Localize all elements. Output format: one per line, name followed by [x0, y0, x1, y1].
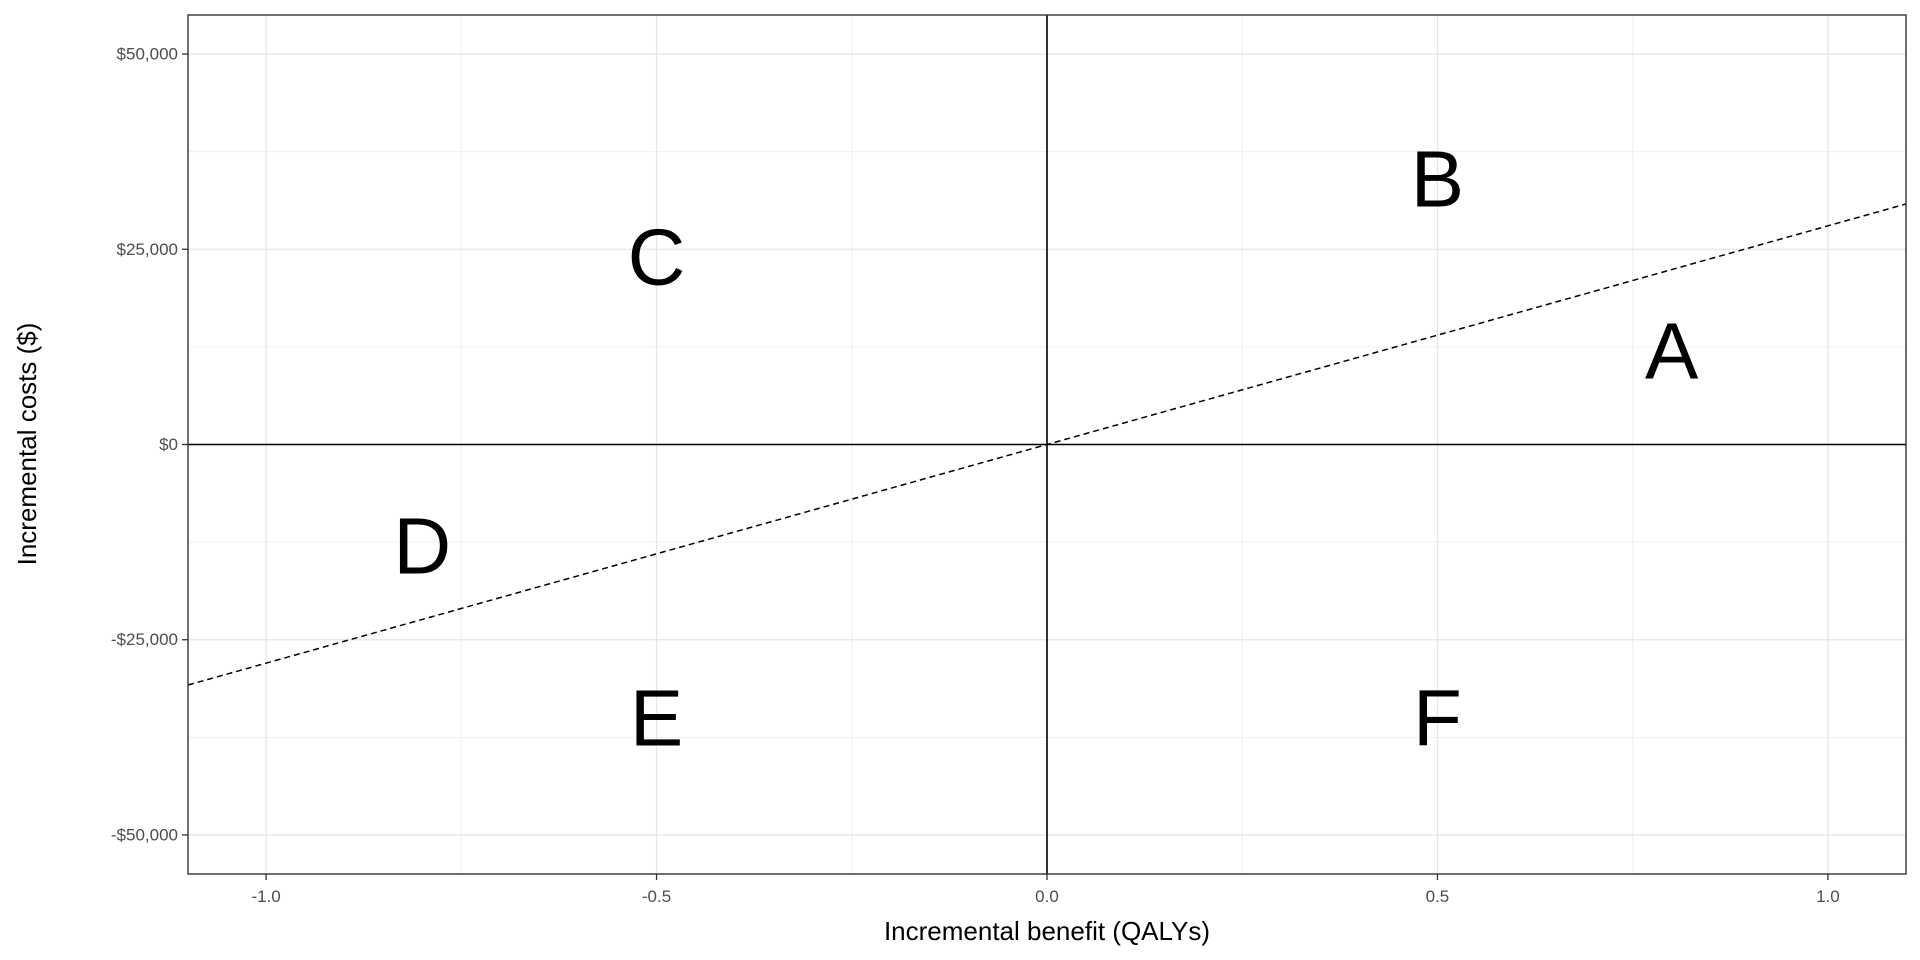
region-label-b: B [1411, 134, 1464, 223]
x-tick-label: 1.0 [1816, 887, 1840, 906]
x-tick-label: -0.5 [642, 887, 671, 906]
region-label-e: E [630, 673, 683, 762]
region-label-a: A [1645, 306, 1699, 395]
y-tick-label: $25,000 [117, 240, 178, 259]
x-tick-label: 0.0 [1035, 887, 1059, 906]
y-tick-label: $50,000 [117, 45, 178, 64]
y-tick-label: $0 [159, 435, 178, 454]
y-tick-label: -$50,000 [111, 825, 178, 844]
region-labels: A B C D E F [393, 134, 1699, 762]
y-axis-title: Incremental costs ($) [12, 323, 42, 566]
region-label-f: F [1413, 673, 1462, 762]
threshold-dashed-line [187, 203, 1907, 686]
region-label-d: D [393, 502, 451, 591]
y-axis-ticks: $50,000 $25,000 $0 -$25,000 -$50,000 [111, 45, 188, 844]
x-axis-ticks: -1.0 -0.5 0.0 0.5 1.0 [251, 874, 1840, 906]
x-tick-label: -1.0 [251, 887, 280, 906]
x-axis-title: Incremental benefit (QALYs) [884, 916, 1210, 946]
x-tick-label: 0.5 [1426, 887, 1450, 906]
region-label-c: C [628, 213, 686, 302]
threshold-line-group [187, 203, 1907, 686]
y-tick-label: -$25,000 [111, 630, 178, 649]
